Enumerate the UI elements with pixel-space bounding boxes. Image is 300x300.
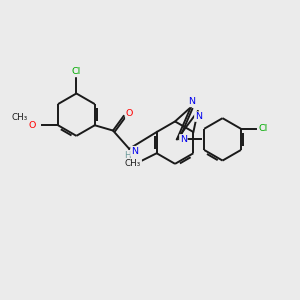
Text: N: N bbox=[195, 112, 202, 121]
Text: O: O bbox=[29, 121, 36, 130]
Text: Cl: Cl bbox=[258, 124, 267, 133]
Text: H: H bbox=[124, 151, 131, 160]
Text: CH₃: CH₃ bbox=[125, 159, 141, 168]
Text: Cl: Cl bbox=[72, 68, 81, 76]
Text: O: O bbox=[126, 109, 133, 118]
Text: N: N bbox=[180, 135, 187, 144]
Text: N: N bbox=[131, 147, 138, 156]
Text: CH₃: CH₃ bbox=[12, 113, 28, 122]
Text: N: N bbox=[188, 98, 195, 106]
